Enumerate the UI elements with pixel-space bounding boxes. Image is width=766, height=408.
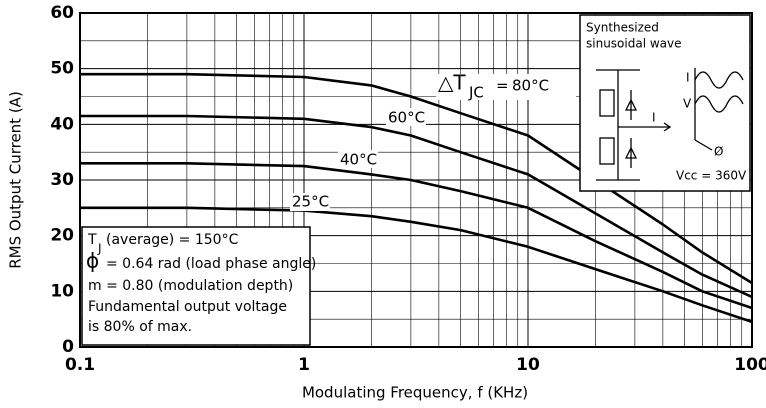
- y-tick-label: 30: [50, 170, 74, 190]
- y-tick-label: 10: [50, 281, 74, 301]
- circuit: [596, 68, 744, 181]
- curve-label-sub: JC: [468, 84, 484, 102]
- x-tick-label: 100: [734, 355, 766, 375]
- conditions-box: [81, 226, 311, 346]
- inset-label: V: [683, 97, 692, 111]
- y-tick-label: 40: [50, 114, 74, 134]
- series-line: [80, 162, 753, 310]
- lines: [80, 72, 753, 324]
- y-tick-label: 60: [50, 3, 74, 23]
- y-tick-label: 0: [62, 337, 74, 357]
- label-bg: [338, 150, 378, 168]
- x-tick-label: 0.1: [65, 355, 95, 375]
- series-line: [80, 206, 753, 324]
- curve-label: 40°C: [340, 151, 377, 169]
- y-tick-label: 20: [50, 226, 74, 246]
- condition-text: Fundamental output voltage: [88, 299, 287, 315]
- condition-text: T: [87, 232, 97, 248]
- x-tick-label: 1: [298, 355, 310, 375]
- condition-text: J: [97, 242, 102, 256]
- series-line: [80, 72, 753, 285]
- condition-text: is 80% of max.: [88, 319, 192, 335]
- curve-label-eq: =: [496, 77, 509, 95]
- y-axis-label: RMS Output Current (A): [7, 91, 25, 269]
- label-bg: [436, 74, 576, 100]
- inset-label: I: [652, 111, 656, 125]
- inset-title: Synthesized: [586, 21, 659, 35]
- inset-vcc: Vcc = 360V: [676, 169, 747, 183]
- curve-label: 80°C: [512, 77, 549, 95]
- inset-label: I: [686, 71, 690, 85]
- curve-label: 25°C: [292, 193, 329, 211]
- condition-text: ϕ: [86, 249, 99, 273]
- x-axis-label: Modulating Frequency, f (KHz): [302, 384, 528, 402]
- inset-box: [579, 14, 751, 192]
- condition-text: (average) = 150°C: [106, 232, 239, 248]
- label-bg: [386, 108, 426, 126]
- label-bg: [290, 193, 330, 211]
- plot-frame: [79, 12, 753, 348]
- curve-label: 60°C: [388, 109, 425, 127]
- condition-text: m = 0.80 (modulation depth): [88, 278, 293, 294]
- condition-text: = 0.64 rad (load phase angle): [106, 256, 316, 272]
- curve-label-delta: △T: [438, 71, 466, 95]
- y-tick-label: 50: [50, 59, 74, 79]
- inset-title: sinusoidal wave: [586, 37, 682, 51]
- series-line: [80, 114, 753, 299]
- x-tick-label: 10: [516, 355, 540, 375]
- inset-label: Ø: [714, 145, 723, 159]
